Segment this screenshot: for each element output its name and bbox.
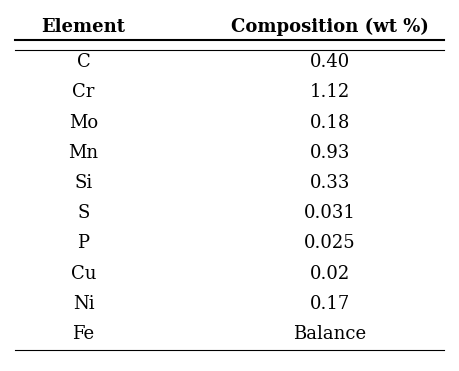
Text: Balance: Balance [293, 325, 366, 343]
Text: Fe: Fe [73, 325, 95, 343]
Text: 0.17: 0.17 [310, 295, 350, 313]
Text: 0.18: 0.18 [310, 114, 350, 132]
Text: 0.031: 0.031 [304, 204, 356, 222]
Text: Element: Element [41, 18, 125, 36]
Text: 0.40: 0.40 [310, 53, 350, 71]
Text: 0.33: 0.33 [310, 174, 350, 192]
Text: Si: Si [74, 174, 93, 192]
Text: 1.12: 1.12 [310, 83, 350, 101]
Text: Mo: Mo [69, 114, 98, 132]
Text: P: P [78, 234, 90, 252]
Text: 0.93: 0.93 [310, 144, 350, 162]
Text: S: S [77, 204, 90, 222]
Text: Ni: Ni [73, 295, 94, 313]
Text: 0.02: 0.02 [310, 265, 350, 282]
Text: Composition (wt %): Composition (wt %) [231, 18, 429, 36]
Text: 0.025: 0.025 [304, 234, 356, 252]
Text: Mn: Mn [68, 144, 99, 162]
Text: Cu: Cu [71, 265, 96, 282]
Text: C: C [77, 53, 90, 71]
Text: Cr: Cr [73, 83, 95, 101]
